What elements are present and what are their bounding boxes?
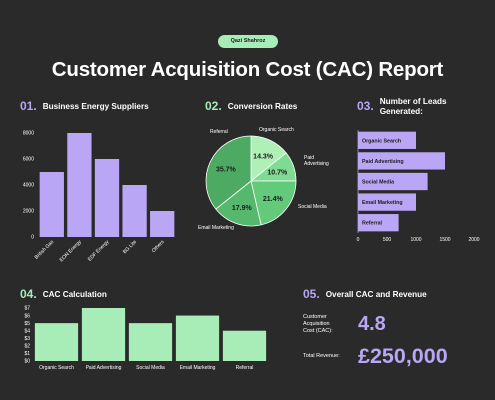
author-badge: Qazi Shahroz (218, 35, 278, 48)
bar (175, 315, 220, 361)
revenue-label: Total Revenue: (303, 353, 340, 359)
section-header-overall: 05. Overall CAC and Revenue (303, 288, 427, 300)
bar (358, 172, 428, 191)
cac-label: Customer Acquisition Cost (CAC): (303, 314, 353, 335)
pie-value-label: 10.7% (267, 169, 288, 176)
section-number: 04. (20, 287, 37, 301)
y-tick-label: $6 (24, 313, 30, 319)
section-header-leads: 03. Number of Leads Generated: (357, 97, 465, 117)
pie-category-label: Email Marketing (198, 225, 234, 231)
pie-slice (250, 180, 297, 226)
section-title: Overall CAC and Revenue (325, 290, 427, 299)
section-number: 01. (20, 99, 37, 113)
bar (128, 323, 173, 361)
pie-category-label: Advertising (304, 161, 329, 167)
x-tick-label: 500 (383, 237, 392, 243)
section-title: Business Energy Suppliers (42, 102, 149, 111)
bar (34, 323, 79, 361)
x-tick-label: 0 (357, 237, 360, 243)
bar (94, 159, 120, 237)
y-tick-label: 8000 (23, 131, 34, 137)
section-number: 02. (205, 99, 222, 113)
section-title: CAC Calculation (42, 290, 107, 299)
bar (222, 330, 267, 361)
pie-category-label: Social Media (298, 204, 327, 210)
y-tick-label: 2000 (23, 209, 34, 215)
section-header-cac: 04. CAC Calculation (20, 288, 107, 300)
pie-value-label: 21.4% (263, 196, 284, 203)
bar (39, 172, 64, 237)
pie-category-label: Referral (210, 129, 228, 135)
bar-category-label: Social Media (362, 180, 394, 186)
bar-category-label: Organic Search (362, 138, 401, 144)
cac-summary: Customer Acquisition Cost (CAC): 4.8 (303, 313, 386, 336)
revenue-summary: Total Revenue: £250,000 (303, 344, 448, 369)
section-number: 05. (303, 287, 320, 301)
bar-category-label: Paid Advertising (362, 159, 404, 165)
page-title: Customer Acquisition Cost (CAC) Report (51, 58, 444, 81)
section-header-suppliers: 01. Business Energy Suppliers (20, 100, 149, 112)
bar-category-label: Referral (362, 221, 383, 227)
bar (358, 214, 399, 232)
cac-label-line: Cost (CAC): (303, 328, 333, 334)
bar (122, 185, 147, 237)
y-tick-label: $1 (24, 351, 30, 357)
cac-label-line: Customer (303, 314, 327, 320)
y-tick-label: $2 (24, 344, 30, 350)
pie-category-label: Paid (304, 155, 314, 161)
y-tick-label: $5 (24, 321, 30, 327)
pie-slice (205, 135, 252, 210)
bar (358, 193, 416, 211)
y-tick-label: $0 (24, 359, 30, 365)
x-tick-label: 1000 (410, 237, 421, 243)
y-tick-label: 6000 (23, 157, 34, 163)
bar (67, 133, 92, 237)
x-tick-label: Paid Advertising (86, 365, 122, 371)
x-tick-label: Email Marketing (180, 365, 216, 371)
pie-value-label: 14.3% (253, 153, 274, 160)
x-tick-label: Referral (236, 365, 254, 371)
bar (358, 152, 445, 170)
section-title: Conversion Rates (227, 102, 298, 111)
bar (358, 131, 416, 149)
cac-value: 4.8 (358, 313, 386, 335)
cac-label-line: Acquisition (303, 321, 330, 327)
y-tick-label: $4 (24, 328, 30, 334)
section-title: Number of Leads Generated: (379, 97, 447, 116)
y-tick-label: 4000 (23, 183, 34, 189)
y-tick-label: $3 (24, 336, 30, 342)
section-number: 03. (357, 99, 374, 113)
pie-value-label: 35.7% (216, 166, 237, 173)
revenue-value: £250,000 (358, 344, 448, 368)
pie-category-label: Organic Search (259, 127, 294, 133)
bar-category-label: Email Marketing (362, 200, 403, 206)
section-header-conversion: 02. Conversion Rates (205, 100, 297, 112)
x-tick-label: Social Media (136, 365, 165, 371)
bar (150, 211, 175, 237)
x-tick-label: Organic Search (39, 365, 74, 371)
y-tick-label: 0 (31, 235, 34, 241)
pie-value-label: 17.9% (232, 205, 253, 212)
x-tick-label: 2000 (468, 237, 479, 243)
pie-slice (215, 180, 262, 227)
bar (81, 308, 126, 361)
x-tick-label: 1500 (439, 237, 450, 243)
y-tick-label: $7 (24, 306, 30, 312)
